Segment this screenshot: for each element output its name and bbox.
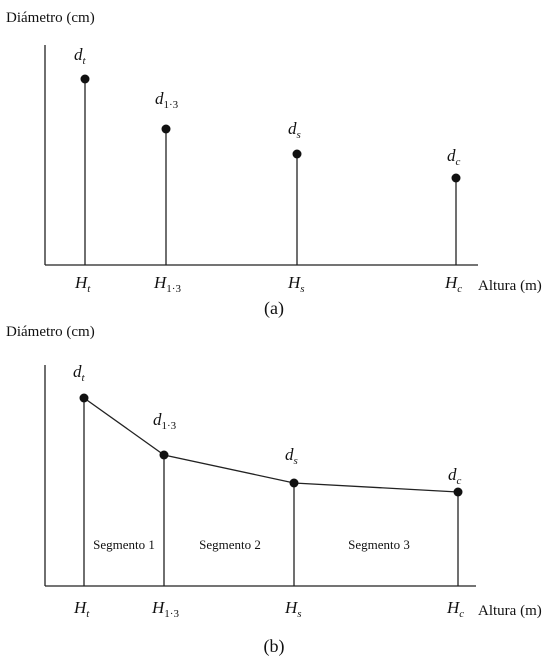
panel-a-h-label-4: Hc xyxy=(444,273,462,295)
panel-b-h-label-1: Ht xyxy=(73,598,90,620)
panel-a-d-label-2: d1·3 xyxy=(155,89,179,111)
panel-a-point-4 xyxy=(451,173,461,183)
panel-b-h-label-4: Hc xyxy=(446,598,464,620)
panel-b-point-3 xyxy=(289,478,299,488)
panel-b-segment-1-label: Segmento 1 xyxy=(93,537,155,552)
panel-a-y-axis-label: Diámetro (cm) xyxy=(6,10,95,26)
panel-a-point-1 xyxy=(80,74,90,84)
panel-a-point-3 xyxy=(292,149,302,159)
panel-b-segment-3-label: Segmento 3 xyxy=(348,537,410,552)
panel-b-h-label-3: Hs xyxy=(284,598,302,620)
panel-a-h-label-1: Ht xyxy=(74,273,91,295)
panel-b-taper-line xyxy=(83,397,459,493)
panel-a-h-label-2: H1·3 xyxy=(153,273,181,295)
panel-b-d-label-1: dt xyxy=(73,362,86,384)
panel-a-x-axis-label: Altura (m) xyxy=(478,278,542,294)
panel-b-d-label-2: d1·3 xyxy=(153,410,177,432)
panel-a-h-label-3: Hs xyxy=(287,273,305,295)
panel-a-d-label-3: ds xyxy=(288,119,301,141)
panel-b-x-axis-label: Altura (m) xyxy=(478,603,542,619)
panel-b-point-2 xyxy=(159,450,169,460)
panel-b-d-label-3: ds xyxy=(285,445,298,467)
panel-b-segment-2-label: Segmento 2 xyxy=(199,537,261,552)
panel-a-d-label-4: dc xyxy=(447,146,461,168)
panel-b-h-label-2: H1·3 xyxy=(151,598,179,620)
panel-a-point-2 xyxy=(161,124,171,134)
panel-a: Diámetro (cm) dt d1·3 ds dc Ht H1·3 Hs H… xyxy=(6,10,542,319)
panel-a-caption: (a) xyxy=(264,298,284,319)
panel-b-caption: (b) xyxy=(264,636,285,657)
panel-b-point-4 xyxy=(453,487,463,497)
panel-b-d-label-4: dc xyxy=(448,465,462,487)
panel-b-point-1 xyxy=(79,393,89,403)
panel-b-y-axis-label: Diámetro (cm) xyxy=(6,324,95,340)
panel-a-d-label-1: dt xyxy=(74,45,87,67)
panel-b: Diámetro (cm) dt d1·3 ds dc Segmento 1 S… xyxy=(6,324,542,657)
